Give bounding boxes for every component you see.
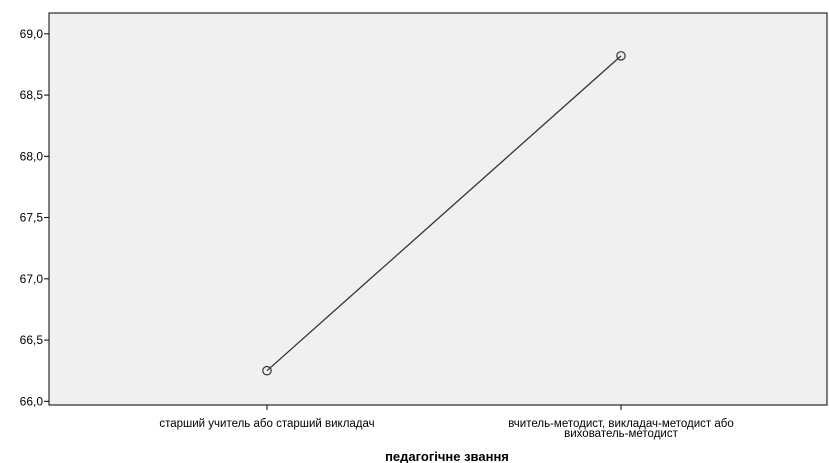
x-axis: старший учитель або старший викладач вчит… [159, 405, 734, 440]
plot-area [48, 12, 828, 406]
y-axis: 66,0 66,5 67,0 67,5 68,0 68,5 69,0 [20, 27, 49, 408]
y-tick-label: 66,0 [20, 394, 44, 408]
y-tick-label: 67,5 [20, 211, 44, 225]
y-tick-label: 68,5 [20, 88, 44, 102]
y-tick-label: 69,0 [20, 27, 44, 41]
series-line [266, 55, 622, 372]
series [262, 51, 626, 376]
x-tick-label: вчитель-методист, викладач-методист або [508, 418, 734, 430]
y-tick-label: 66,5 [20, 333, 44, 347]
x-tick-label: вихователь-методист [564, 428, 678, 440]
y-tick-label: 68,0 [20, 149, 44, 163]
x-axis-title: педагогічне звання [385, 449, 509, 463]
data-point [262, 365, 272, 376]
data-point [616, 51, 626, 61]
x-tick-label: старший учитель або старший викладач [159, 418, 374, 430]
y-tick-label: 67,0 [20, 272, 44, 286]
